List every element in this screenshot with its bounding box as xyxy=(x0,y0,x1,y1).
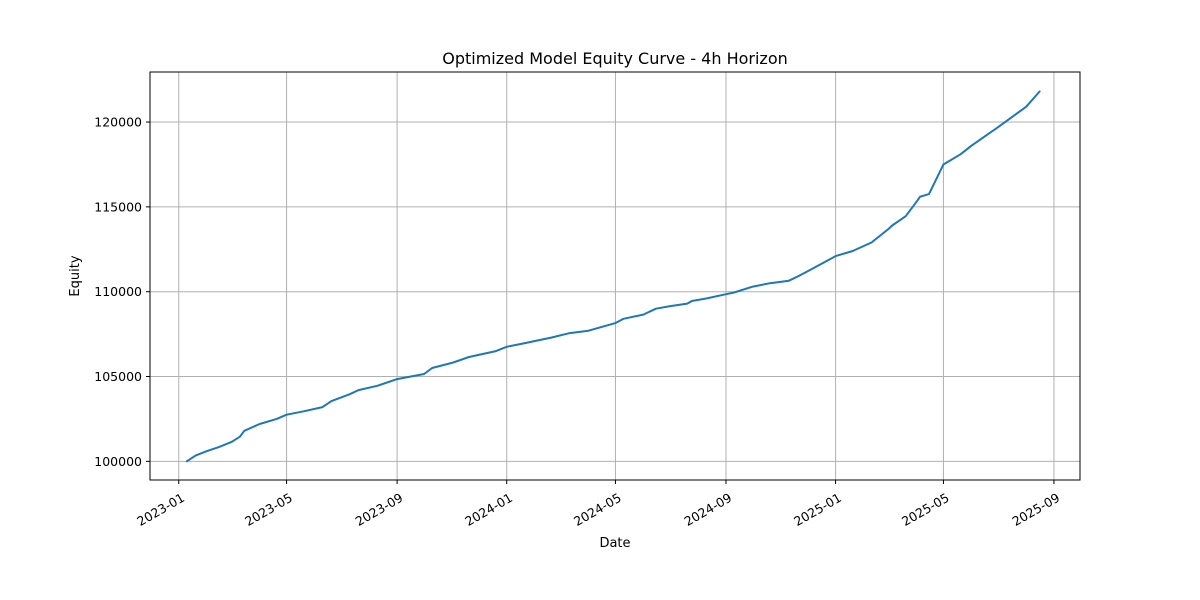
equity-line xyxy=(185,90,1041,463)
y-tick-label: 110000 xyxy=(94,284,142,299)
y-tick-label: 115000 xyxy=(94,199,142,214)
y-tick-label: 120000 xyxy=(94,115,142,130)
chart-title: Optimized Model Equity Curve - 4h Horizo… xyxy=(442,49,788,68)
plot-area xyxy=(185,90,1041,463)
y-axis-label: Equity xyxy=(68,255,83,296)
y-tick-label: 105000 xyxy=(94,369,142,384)
grid xyxy=(150,72,1080,480)
x-axis-label: Date xyxy=(599,536,630,551)
y-axis: 100000 105000 110000 115000 120000 xyxy=(94,115,150,469)
y-tick-label: 100000 xyxy=(94,454,142,469)
